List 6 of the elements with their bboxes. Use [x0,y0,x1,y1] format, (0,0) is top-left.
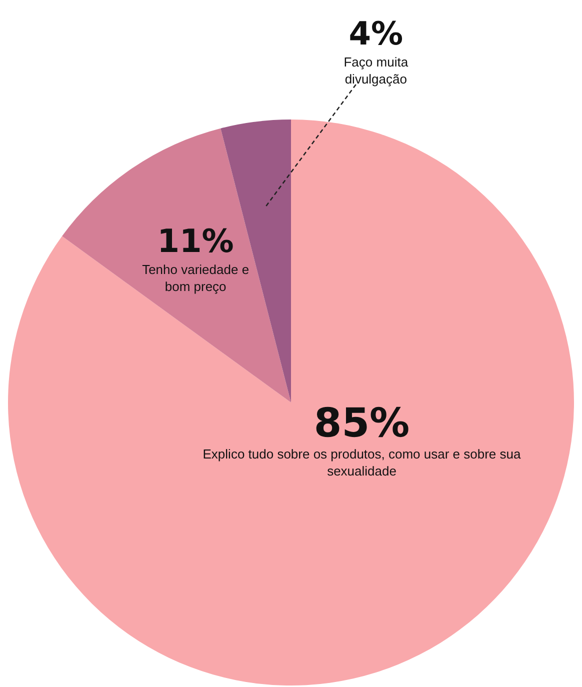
data-label: 11% [157,222,234,260]
data-label: 4% [348,14,404,52]
slice-label: Faço muita divulgação [344,54,409,86]
slice-label: Explico tudo sobre os produtos, como usar e sobre sua sexualidade [202,446,522,478]
slice-label: Tenho variedade e bom preço [142,262,250,294]
data-label: 85% [314,400,410,446]
